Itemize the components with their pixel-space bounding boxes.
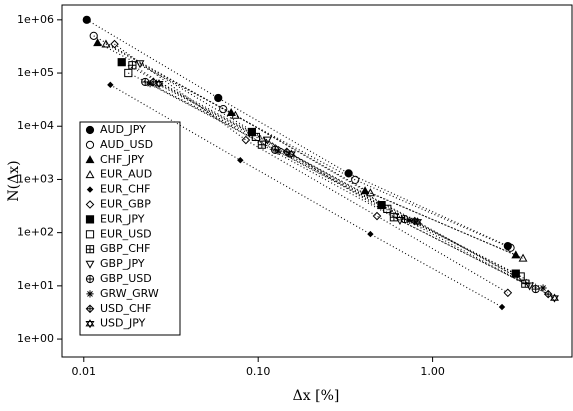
marker [365, 188, 375, 197]
legend-label: EUR_USD [100, 227, 152, 240]
y-tick-label: 1e+04 [17, 119, 54, 132]
legend-label: GBP_CHF [100, 242, 150, 255]
y-tick-label: 1e+00 [17, 332, 54, 345]
legend-label: USD_JPY [100, 317, 146, 330]
legend-label: GBP_USD [100, 272, 152, 285]
series-line [110, 84, 503, 308]
marker [237, 156, 244, 164]
marker [511, 269, 520, 278]
marker [518, 253, 528, 262]
legend-label: USD_CHF [100, 302, 151, 315]
marker [107, 81, 114, 89]
legend-marker [85, 274, 95, 284]
marker [135, 60, 145, 69]
legend-marker [86, 290, 94, 298]
legend-label: AUD_USD [100, 138, 153, 151]
legend-marker [86, 186, 94, 193]
marker [214, 93, 223, 103]
series-line [114, 43, 509, 294]
marker [128, 61, 137, 70]
x-axis-label: Δx [%] [293, 388, 340, 404]
y-tick-label: 1e+05 [17, 66, 54, 79]
legend-label: GBP_JPY [100, 257, 145, 270]
marker [241, 135, 251, 145]
marker [543, 289, 553, 299]
marker [230, 110, 240, 119]
legend-marker [85, 319, 95, 329]
y-tick-label: 1e+01 [17, 279, 54, 292]
marker [219, 105, 228, 114]
marker [117, 58, 126, 67]
marker [367, 230, 374, 238]
marker [511, 250, 521, 259]
series-line [139, 63, 530, 287]
legend-marker [85, 230, 95, 239]
marker [124, 68, 133, 78]
marker [101, 39, 111, 48]
marker [525, 282, 535, 291]
series-line [152, 81, 549, 295]
marker [503, 288, 513, 298]
legend-label: AUD_JPY [100, 123, 146, 136]
marker [154, 79, 164, 89]
y-tick-label: 1e+02 [17, 226, 54, 239]
marker [89, 31, 98, 40]
legend-label: EUR_GBP [100, 198, 151, 211]
series-line [105, 43, 524, 259]
series-line [86, 19, 509, 247]
marker [226, 108, 236, 117]
series-line [128, 72, 521, 277]
marker [286, 149, 296, 159]
legend-box [79, 121, 181, 336]
legend-marker [85, 304, 95, 314]
marker [93, 38, 103, 47]
y-axis-label: N(Δx) [6, 160, 22, 201]
marker [549, 293, 559, 303]
marker [274, 147, 282, 155]
legend-marker [85, 125, 95, 135]
legend-label: EUR_JPY [100, 212, 145, 225]
legend-marker [85, 170, 95, 179]
legend-marker [85, 140, 95, 149]
y-tick-label: 1e+03 [17, 172, 54, 185]
marker [395, 217, 405, 226]
x-tick-label: 0.10 [246, 365, 271, 378]
marker [539, 284, 547, 292]
marker [110, 39, 119, 49]
legend-marker [85, 155, 95, 164]
plot-frame [61, 4, 573, 358]
marker [372, 211, 382, 221]
legend-marker [85, 260, 95, 269]
legend-label: EUR_AUD [100, 168, 152, 181]
legend-label: EUR_CHF [100, 183, 150, 196]
series-line [144, 81, 536, 290]
marker [406, 216, 414, 224]
legend-marker [85, 245, 95, 254]
series-line [97, 42, 517, 256]
marker [82, 15, 91, 24]
legend-marker [85, 200, 95, 209]
legend-label: CHF_JPY [100, 153, 144, 166]
marker [344, 169, 353, 178]
series-line [121, 61, 517, 275]
legend-label: GRW_GRW [100, 287, 159, 300]
legend-marker [85, 215, 95, 224]
series-line [149, 83, 544, 289]
series-line [158, 83, 555, 299]
marker [498, 303, 506, 311]
x-tick-label: 0.01 [72, 365, 97, 378]
y-tick-label: 1e+06 [17, 13, 54, 26]
marker [506, 243, 515, 252]
marker [146, 80, 154, 88]
marker [351, 175, 360, 185]
x-tick-label: 1.00 [420, 365, 445, 378]
marker [413, 217, 423, 227]
